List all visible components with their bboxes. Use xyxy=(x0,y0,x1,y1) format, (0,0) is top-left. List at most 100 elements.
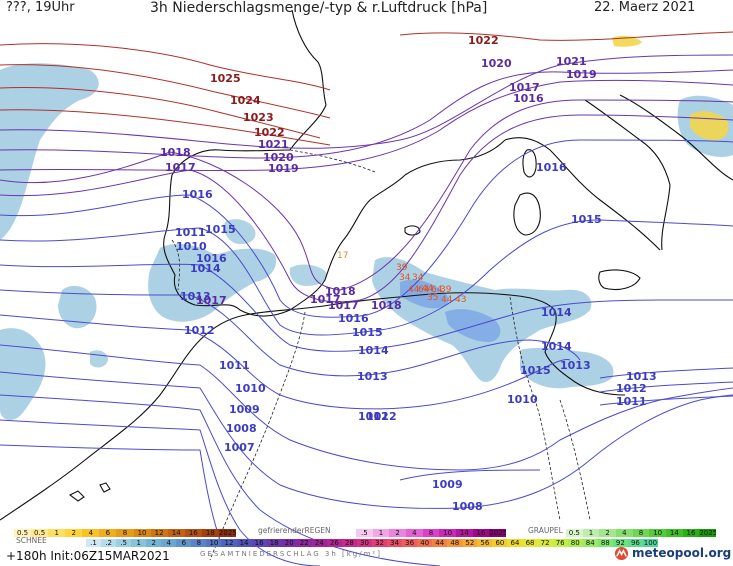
legend-cell: 16 xyxy=(184,529,202,537)
precip-area-heavy-east xyxy=(445,309,501,342)
isobar-line-1007 xyxy=(0,444,221,541)
isobar-label: 1016 xyxy=(338,312,369,325)
legend-cell: 76 xyxy=(552,539,568,547)
precip-area-atlantic-west xyxy=(0,63,99,240)
isobar-line-1022a xyxy=(0,109,331,146)
map-date: 22. Maerz 2021 xyxy=(594,0,696,15)
isobar-label: 1020 xyxy=(481,57,512,70)
legend-cell: 40 xyxy=(417,539,433,547)
isobar-label: 1020 xyxy=(263,151,294,164)
legend-cell: 1 xyxy=(48,529,66,537)
coast-adriatic xyxy=(619,94,733,181)
model-init-label: +180h Init:06Z15MAR2021 xyxy=(6,549,170,563)
precipitation-areas xyxy=(0,35,733,420)
legend-cell: 26 xyxy=(326,539,342,547)
legend-cell: 100 xyxy=(642,539,658,547)
isobar-line-1022b xyxy=(399,31,733,41)
legend-cell: 22 xyxy=(296,539,312,547)
precip-amount-label: 64 xyxy=(418,285,430,295)
isobar-line-1025 xyxy=(0,43,331,91)
isobar-label: 1024 xyxy=(230,94,261,107)
isobar-label: 1007 xyxy=(224,441,255,454)
isobar-label: 1018 xyxy=(160,146,191,159)
legend-cell: 10 xyxy=(649,529,666,537)
legend-cell: 2 xyxy=(599,529,616,537)
legend-cell: 4 xyxy=(616,529,633,537)
precip-area-tunisia xyxy=(520,347,614,389)
isobar-line-1021 xyxy=(0,54,733,149)
precip-amount-label: 39 xyxy=(396,263,408,273)
legend-cell: 30 xyxy=(356,539,372,547)
coast-sardinia xyxy=(513,192,541,236)
country-borders xyxy=(171,149,591,561)
legend-cell: 24 xyxy=(311,539,327,547)
isobar-label: 1014 xyxy=(541,306,572,319)
precip-amount-label: 34 xyxy=(399,273,411,283)
isobar-label: 1017 xyxy=(165,161,196,174)
isobar-label: 1012 xyxy=(184,324,215,337)
precip-amount-label: 44 xyxy=(441,295,453,305)
legend-cell: 18 xyxy=(201,529,219,537)
legend-freezing-label: gefrierenderREGEN xyxy=(258,526,331,535)
legend-cell: 52 xyxy=(462,539,478,547)
precip-area-small-atl xyxy=(90,350,108,368)
legend-cell: .2 xyxy=(101,539,117,547)
brand-name[interactable]: meteopool.org xyxy=(632,546,732,560)
precip-amount-label: 17 xyxy=(337,251,348,261)
legend-cell: 96 xyxy=(627,539,643,547)
isobar-label: 1008 xyxy=(226,422,257,435)
valid-time-label: ???, 19Uhr xyxy=(6,0,75,15)
coast-france-med xyxy=(404,139,506,176)
legend-cell: 88 xyxy=(597,539,613,547)
legend-cell: 0.5 xyxy=(31,529,49,537)
isobar-label: 1010 xyxy=(507,393,538,406)
precip-area-iberia-east xyxy=(289,264,327,286)
coast-canaries-2 xyxy=(99,482,111,493)
isobar-label: 1016 xyxy=(513,92,544,105)
isobar-line-1019 xyxy=(0,79,733,172)
isobar-label: 1021 xyxy=(258,138,289,151)
isobar-line-1012 xyxy=(0,314,571,410)
legend-scale-label: GESAMTNIEDERSCHLAG 3h [kg/m²] xyxy=(200,550,382,558)
legend-cell: 2 xyxy=(389,529,406,537)
isobar-label: 1009 xyxy=(432,478,463,491)
isobar-line-1023 xyxy=(0,87,321,139)
legend-cell: 2025+ xyxy=(218,529,236,537)
map-title: 3h Niederschlagsmenge/-typ & r.Luftdruck… xyxy=(150,0,488,16)
coast-corsica xyxy=(522,149,537,178)
isobar-label: 1016 xyxy=(182,188,213,201)
legend-cell: 14 xyxy=(236,539,252,547)
isobar-label: 1010 xyxy=(176,240,207,253)
isobar-label: 1017 xyxy=(310,293,341,306)
precip-amount-label: 35 xyxy=(427,293,438,303)
legend-cell: 6 xyxy=(176,539,192,547)
legend-cell: 8 xyxy=(191,539,207,547)
legend-cell: 8 xyxy=(116,529,134,537)
precip-area-iberia-west xyxy=(148,244,277,322)
legend-cell: 44 xyxy=(432,539,448,547)
legend-cell: .1 xyxy=(86,539,102,547)
isobar-label: 1019 xyxy=(566,68,597,81)
legend-cell: 10 xyxy=(133,529,151,537)
border-spain-portugal xyxy=(171,239,181,291)
legend-cell: 1 xyxy=(372,529,390,537)
isobar-line-1014 xyxy=(0,263,733,352)
isobar-line-1016 xyxy=(0,139,733,318)
legend-cell: 6 xyxy=(99,529,117,537)
isobar-line-1024 xyxy=(0,64,331,119)
precip-amount-label: 34 xyxy=(412,273,424,283)
legend-cell: 34 xyxy=(387,539,403,547)
legend-cell: 8 xyxy=(422,529,440,537)
isobar-label: 1017 xyxy=(328,299,359,312)
isobar-line-east-1008 xyxy=(599,395,733,406)
legend-cell: 14 xyxy=(456,529,473,537)
legend-cell: 16 xyxy=(472,529,490,537)
legend-cell: 4 xyxy=(406,529,423,537)
isobar-label: 1022 xyxy=(254,126,285,139)
isobar-label: 1013 xyxy=(626,370,657,383)
isobar-label: 1013 xyxy=(180,290,211,303)
legend-cell: 32 xyxy=(372,539,388,547)
